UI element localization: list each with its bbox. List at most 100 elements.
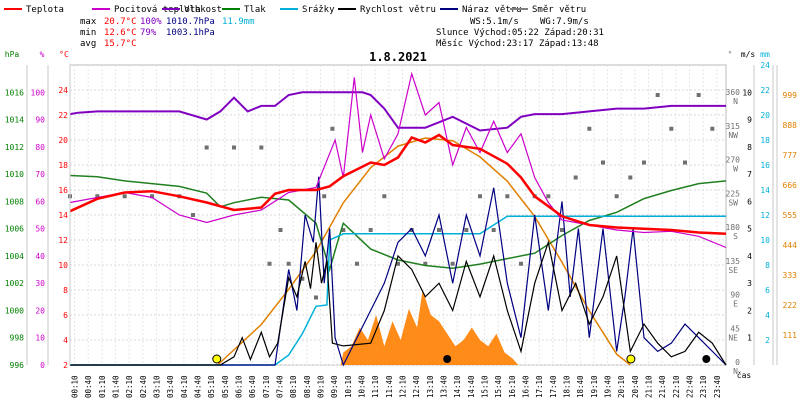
- dir-tick-label: 270: [726, 156, 741, 165]
- time-tick-label: 09:10: [317, 375, 326, 398]
- wind-direction-point: [314, 295, 318, 300]
- time-tick-label: 15:40: [494, 375, 503, 398]
- time-tick-label: 03:40: [166, 375, 175, 398]
- time-tick-label: 21:40: [658, 375, 667, 398]
- time-tick-label: 13:10: [426, 375, 435, 398]
- time-tick-label: 02:40: [139, 375, 148, 398]
- time-tick-label: 00:10: [71, 375, 80, 398]
- pct-tick-label: 100: [31, 88, 46, 97]
- wind-gust-stat: WG:7.9m/s: [540, 17, 589, 27]
- dir-tick-label: 90: [730, 291, 740, 300]
- time-tick-label: 03:10: [153, 375, 162, 398]
- wind-direction-point: [546, 194, 551, 199]
- wind-direction-point: [278, 228, 283, 232]
- time-tick-label: 12:10: [399, 375, 408, 398]
- dir-tick-label: 180: [726, 223, 741, 232]
- time-tick-label: 02:10: [125, 375, 134, 398]
- stats-value: min: [80, 28, 96, 38]
- wind-direction-point: [396, 261, 400, 266]
- wind-direction-point: [355, 261, 359, 266]
- hpa-tick-label: 1004: [5, 252, 24, 261]
- mm-tick-label: 8: [765, 261, 770, 270]
- dir-axis-label: °: [728, 50, 733, 59]
- temperature-line: [69, 133, 727, 236]
- ms-axis-label: m/s: [741, 50, 756, 59]
- mm-tick-label: 18: [760, 136, 770, 145]
- rad-tick-label: 333: [783, 271, 798, 280]
- time-tick-label: 20:10: [617, 375, 626, 398]
- temp-tick-label: 2: [63, 361, 68, 370]
- time-tick-label: 23:10: [699, 375, 708, 398]
- dir-tick-label: 135: [726, 257, 741, 266]
- time-tick-label: 05:40: [221, 375, 230, 398]
- hpa-tick-label: 1002: [5, 279, 24, 288]
- hpa-tick-label: 1016: [5, 88, 24, 97]
- time-tick-label: 08:10: [289, 375, 298, 398]
- wind-direction-point: [382, 194, 387, 199]
- wind-direction-point: [642, 160, 646, 165]
- dir-tick-name: W: [733, 165, 738, 174]
- mm-tick-label: 6: [765, 286, 770, 295]
- hpa-tick-label: 1006: [5, 225, 24, 234]
- wind-direction-point: [232, 145, 236, 150]
- wind-direction-point: [696, 93, 701, 97]
- time-tick-label: 07:10: [262, 375, 271, 398]
- pct-axis-label: %: [40, 50, 45, 59]
- rad-tick-label: 999: [783, 91, 798, 100]
- wind-direction-point: [341, 228, 346, 232]
- time-tick-label: 22:10: [672, 375, 681, 398]
- dir-tick-name: NE: [728, 333, 738, 342]
- pct-tick-label: 90: [35, 116, 45, 125]
- time-tick-label: 18:10: [563, 375, 572, 398]
- time-tick-label: 14:10: [453, 375, 462, 398]
- wind-direction-point: [368, 228, 373, 232]
- rad-tick-label: 666: [783, 181, 798, 190]
- pct-tick-label: 20: [35, 306, 45, 315]
- wind-speed-stat: WS:5.1m/s: [470, 17, 519, 27]
- hpa-tick-label: 1012: [5, 143, 24, 152]
- wind-direction-point: [614, 194, 619, 199]
- wind-direction-point: [683, 160, 687, 165]
- temp-axis-label: °C: [59, 50, 69, 59]
- wind-direction-point: [409, 228, 414, 232]
- temp-tick-label: 20: [58, 136, 68, 145]
- sun-times: Slunce Východ:05:22 Západ:20:31: [436, 28, 604, 38]
- time-tick-label: 06:40: [248, 375, 257, 398]
- wind-direction-point: [300, 276, 305, 281]
- wind-direction-point: [330, 126, 335, 131]
- time-tick-label: 00:40: [84, 375, 93, 398]
- wind-direction-point: [150, 194, 154, 199]
- rainfall-line: [70, 215, 726, 366]
- stats-value: 15.7°C: [104, 39, 137, 49]
- time-tick-label: 01:10: [98, 375, 107, 398]
- stats-value: avg: [80, 39, 96, 49]
- time-tick-label: 09:40: [330, 375, 339, 398]
- time-tick-label: 06:10: [235, 375, 244, 398]
- time-axis-label: čas: [737, 370, 752, 380]
- moon-times: Měsíc Východ:23:17 Západ:13:48: [436, 39, 599, 49]
- sun-icon: [212, 354, 222, 364]
- mm-tick-label: 2: [765, 336, 770, 345]
- time-tick-label: 18:40: [576, 375, 585, 398]
- pct-tick-label: 50: [35, 225, 45, 234]
- moon-icon: [443, 355, 452, 363]
- wind-direction-point: [204, 145, 209, 150]
- pct-tick-label: 80: [35, 143, 45, 152]
- chart-title: 1.8.2021: [369, 50, 427, 64]
- temp-tick-label: 14: [58, 211, 68, 220]
- pct-tick-label: 70: [35, 170, 45, 179]
- stats-value: 79%: [140, 28, 157, 38]
- rad-tick-label: 111: [783, 331, 798, 340]
- dir-tick-label: 225: [726, 189, 741, 198]
- temp-tick-label: 18: [58, 161, 68, 170]
- wind-direction-point: [95, 194, 100, 199]
- mm-axis-label: mm: [760, 50, 770, 59]
- wind-direction-point: [573, 175, 578, 180]
- mm-tick-label: 24: [760, 61, 770, 70]
- dir-tick-name: N: [733, 367, 738, 376]
- legend-label: Teplota: [26, 5, 64, 15]
- wind-direction-point: [122, 194, 127, 199]
- stats-block: max 20.7°C 100% 1010.7hPa 11.9mm min 12.6°C 79%…: [80, 17, 604, 49]
